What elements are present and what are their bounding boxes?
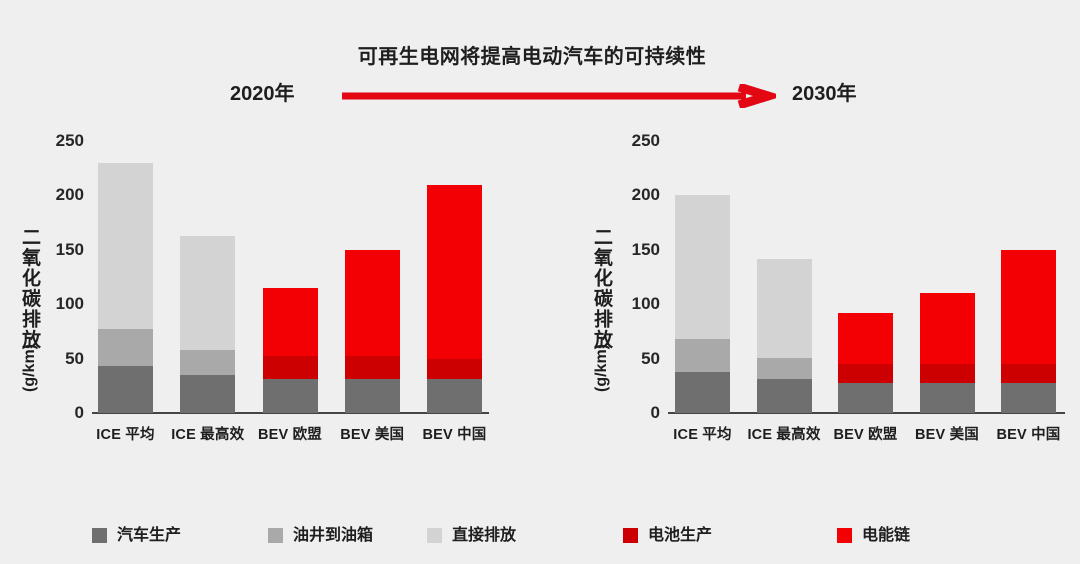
legend-label: 电池生产 — [648, 527, 713, 544]
year-label-2020: 2020年 — [230, 83, 295, 105]
legend-label: 电能链 — [862, 527, 911, 544]
y-tick-label: 150 — [55, 239, 84, 259]
legend-swatch-icon — [427, 528, 442, 543]
x-category-label: ICE 最高效 — [747, 427, 821, 443]
y-tick-label: 200 — [631, 185, 660, 205]
y-tick-label: 0 — [74, 403, 84, 422]
bar-segment — [98, 329, 153, 367]
bar-segment — [98, 162, 153, 330]
legend-swatch-icon — [623, 528, 638, 543]
bar-segment — [919, 382, 975, 413]
bar-segment — [344, 356, 400, 380]
x-category-label: BEV 中国 — [422, 427, 487, 443]
legend-swatch-icon — [268, 528, 283, 543]
bar-segment — [180, 374, 236, 413]
bar-segment — [180, 235, 236, 350]
y-tick-label: 250 — [631, 131, 660, 150]
bar-segment — [1001, 364, 1056, 383]
bar-segment — [675, 195, 730, 339]
bar-segment — [427, 184, 482, 359]
y-tick-label: 250 — [55, 131, 84, 150]
bar-segment — [344, 249, 400, 357]
y-tick-label: 0 — [650, 403, 660, 422]
bar-segment — [675, 339, 730, 372]
bar-segment — [919, 364, 975, 383]
legend-swatch-icon — [92, 528, 107, 543]
bar-segment — [262, 356, 318, 380]
x-axis-line — [668, 412, 1065, 414]
y-tick-label: 200 — [55, 185, 84, 205]
bar-segment — [262, 287, 318, 357]
bar-segment — [838, 382, 893, 413]
x-category-label: BEV 欧盟 — [257, 427, 323, 443]
bar-segment — [98, 366, 153, 413]
y-tick-label: 50 — [65, 348, 84, 368]
bar-segment — [919, 293, 975, 365]
bar-segment — [427, 358, 482, 380]
bar-segment — [756, 357, 812, 380]
bar-segment — [756, 379, 812, 413]
x-category-label: BEV 美国 — [914, 427, 980, 443]
y-tick-label: 150 — [631, 239, 660, 259]
bar-segment — [344, 379, 400, 413]
bar-segment — [180, 349, 236, 375]
legend-swatch-icon — [837, 528, 852, 543]
arrow-right-icon — [342, 84, 776, 108]
x-category-label: BEV 美国 — [340, 427, 405, 443]
y-axis-title: 二氧化碳排放 — [19, 227, 40, 350]
x-category-label: ICE 平均 — [673, 427, 732, 443]
bar-segment — [1001, 249, 1056, 365]
bar-segment — [838, 364, 893, 383]
bar-segment — [262, 379, 318, 413]
x-category-label: BEV 欧盟 — [833, 427, 898, 443]
year-label-2030: 2030年 — [792, 83, 857, 105]
legend-label: 油井到油箱 — [293, 527, 374, 544]
bar-segment — [756, 258, 812, 358]
x-category-label: BEV 中国 — [996, 427, 1061, 443]
y-tick-label: 50 — [641, 348, 660, 368]
bar-segment — [427, 379, 482, 413]
legend-label: 汽车生产 — [117, 527, 182, 544]
y-tick-label: 100 — [631, 294, 660, 314]
legend-label: 直接排放 — [452, 527, 517, 544]
x-category-label: ICE 最高效 — [171, 427, 245, 443]
bar-segment — [1001, 382, 1056, 413]
x-category-label: ICE 平均 — [96, 427, 155, 443]
bar-segment — [838, 312, 893, 365]
y-tick-label: 100 — [55, 294, 84, 314]
y-axis-title: 二氧化碳排放 — [591, 227, 612, 350]
bar-segment — [675, 371, 730, 413]
chart-title: 可再生电网将提高电动汽车的可持续性 — [357, 46, 707, 68]
x-axis-line — [92, 412, 489, 414]
